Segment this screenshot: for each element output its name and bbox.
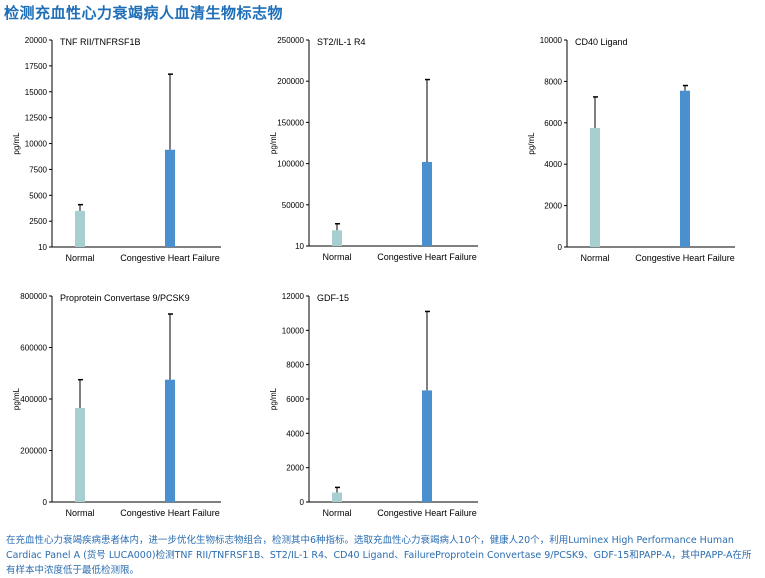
- chart-title: CD40 Ligand: [575, 37, 628, 47]
- x-tick-label: Congestive Heart Failure: [120, 253, 220, 263]
- bar-normal: [75, 408, 85, 502]
- y-tick-label: 10000: [540, 36, 563, 45]
- x-tick-label: Congestive Heart Failure: [377, 252, 477, 262]
- y-axis-label: pg/mL: [12, 387, 21, 410]
- chart-1: 10 2500 5000 7500 10000 12500 15000 17500 20000 T…: [12, 36, 221, 263]
- y-tick-label: 10000: [282, 326, 305, 335]
- y-tick-label: 100000: [277, 160, 304, 169]
- chart-title: ST2/IL-1 R4: [317, 37, 366, 47]
- y-tick-label: 50000: [282, 201, 305, 210]
- bar-normal: [332, 230, 342, 246]
- y-axis-label: pg/mL: [269, 387, 278, 410]
- page-title: 检测充血性心力衰竭病人血清生物标志物: [4, 4, 284, 22]
- y-tick-label: 17500: [25, 62, 48, 71]
- y-tick-label: 15000: [25, 88, 48, 97]
- y-tick-label: 2500: [29, 217, 47, 226]
- x-tick-label: Congestive Heart Failure: [635, 253, 735, 263]
- y-tick-label: 0: [43, 498, 48, 507]
- y-tick-label: 400000: [20, 395, 47, 404]
- y-tick-label: 8000: [544, 77, 562, 86]
- chart-title: Proprotein Convertase 9/PCSK9: [60, 293, 190, 303]
- y-tick-label: 200000: [20, 447, 47, 456]
- bar-normal: [332, 492, 342, 502]
- bar-normal: [75, 210, 85, 247]
- x-tick-label: Normal: [65, 253, 94, 263]
- y-tick-label: 0: [558, 243, 563, 252]
- y-tick-label: 10000: [25, 140, 48, 149]
- y-tick-label: 7500: [29, 165, 47, 174]
- bar-normal: [590, 127, 600, 247]
- y-axis-label: pg/mL: [269, 131, 278, 154]
- chart-title: TNF RII/TNFRSF1B: [60, 37, 141, 47]
- bar-chf: [165, 149, 175, 247]
- y-tick-label: 200000: [277, 77, 304, 86]
- bar-chf: [680, 90, 690, 247]
- chart-title: GDF-15: [317, 293, 349, 303]
- x-tick-label: Normal: [65, 508, 94, 518]
- y-tick-label: 12500: [25, 114, 48, 123]
- y-axis-label: pg/mL: [527, 132, 536, 155]
- y-tick-label: 8000: [286, 361, 304, 370]
- y-tick-label: 4000: [286, 429, 304, 438]
- chart-5: 0 2000 4000 6000 8000 10000 12000 GDF-15 pg/mL No…: [269, 292, 478, 518]
- x-tick-label: Normal: [322, 252, 351, 262]
- y-axis-label: pg/mL: [12, 132, 21, 155]
- y-tick-label: 800000: [20, 292, 47, 301]
- y-tick-label: 250000: [277, 36, 304, 45]
- y-tick-label: 0: [300, 498, 305, 507]
- chart-2: 10 50000 100000 150000 200000 250000 ST2/IL-1 …: [269, 36, 478, 262]
- y-tick-label: 2000: [544, 202, 562, 211]
- x-tick-label: Congestive Heart Failure: [377, 508, 477, 518]
- y-tick-label: 10: [295, 242, 304, 251]
- x-tick-label: Normal: [322, 508, 351, 518]
- y-tick-label: 2000: [286, 464, 304, 473]
- y-tick-label: 10: [38, 243, 47, 252]
- y-tick-label: 4000: [544, 160, 562, 169]
- y-tick-label: 5000: [29, 191, 47, 200]
- y-tick-label: 600000: [20, 344, 47, 353]
- x-tick-label: Normal: [580, 253, 609, 263]
- chart-3: 0 2000 4000 6000 8000 10000 CD40 Ligand pg/mL No…: [527, 36, 735, 263]
- y-tick-label: 20000: [25, 36, 48, 45]
- y-tick-label: 12000: [282, 292, 305, 301]
- caption-text: 在充血性心力衰竭疾病患者体内，进一步优化生物标志物组合，检测其中6种指标。选取充…: [6, 535, 752, 576]
- chart-4: 0 200000 400000 600000 800000 Proprotein Conv…: [12, 292, 221, 518]
- bar-chf: [165, 379, 175, 502]
- y-tick-label: 6000: [544, 119, 562, 128]
- y-tick-label: 6000: [286, 395, 304, 404]
- x-tick-label: Congestive Heart Failure: [120, 508, 220, 518]
- bar-chf: [422, 161, 432, 246]
- y-tick-label: 150000: [277, 118, 304, 127]
- bar-chf: [422, 390, 432, 502]
